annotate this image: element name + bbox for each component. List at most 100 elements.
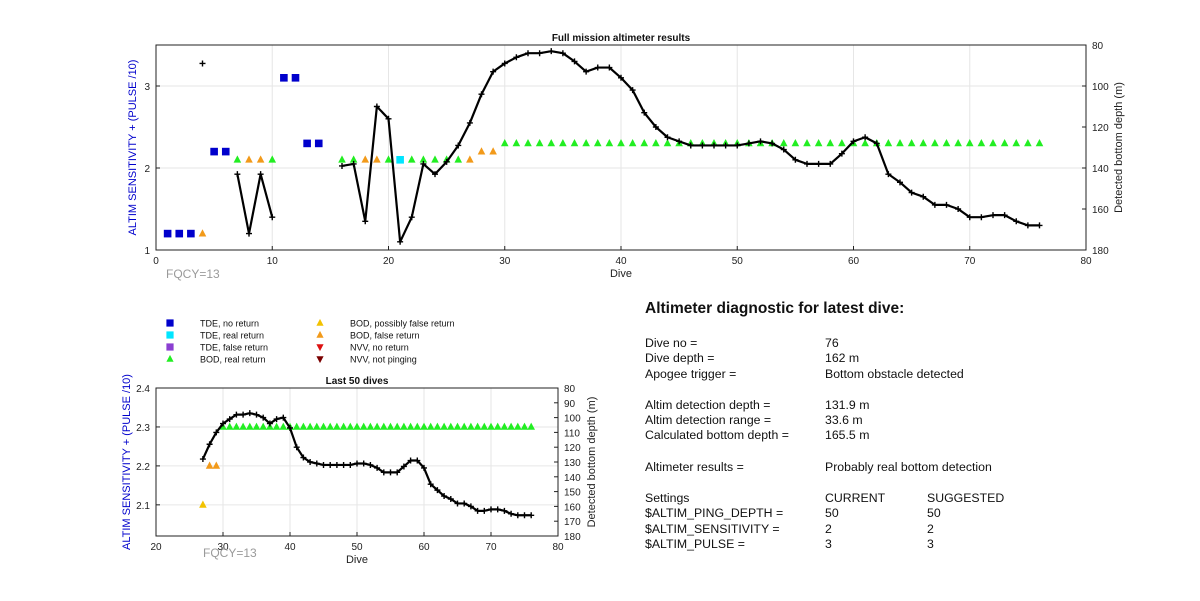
y-right-tick-label: 100 [1092,82,1109,93]
marker-point [663,139,672,147]
y-right-tick-label: 180 [564,532,581,543]
depth-point [664,134,671,141]
marker-point [373,155,381,163]
chart-last-50-dives: 20 30 40 50 60 70 80 2.1 2.2 2.3 2.4 80 90 100 110 120 1… [121,374,598,566]
y-right-tick-label: 170 [564,517,581,528]
depth-point [300,454,307,461]
marker-point [628,139,637,147]
marker-point [514,422,522,430]
marker-point [426,422,435,430]
depth-point [1024,222,1031,229]
depth-point [780,146,787,153]
depth-point [266,420,273,427]
marker-point [931,139,939,147]
depth-point [955,206,962,212]
row-detection-range: Altim detection range = 33.6 m [645,413,1065,428]
marker-point [535,139,544,147]
spacer [645,382,1065,398]
sensitivity-current: 2 [825,521,832,536]
depth-point [931,201,938,208]
depth-point [481,507,488,514]
y-right-tick-label: 140 [564,473,581,484]
depth-point [350,160,357,167]
marker-point [199,500,207,508]
marker-point [884,139,893,147]
depth-point [454,500,461,507]
x-tick-label: 40 [615,256,627,267]
series-bod-real-return [219,422,535,430]
legend-marker-square-icon [166,319,174,327]
depth-point [494,506,501,513]
marker-point [386,422,395,430]
marker-point [477,147,486,155]
legend-marker-square-icon [166,343,174,351]
fqcy-annotation: FQCY=13 [203,546,257,560]
depth-point [827,160,834,167]
depth-point [206,441,213,448]
y-left-axis-label: ALTIM SENSITIVITY + (PULSE /10) [127,60,139,236]
marker-point [454,155,463,163]
marker-point [473,422,482,430]
depth-point [269,214,276,221]
depth-point [514,512,521,519]
depth-point [374,464,381,471]
marker-point [838,139,846,147]
x-tick-label: 60 [848,256,860,267]
spacer [645,475,1065,491]
marker-point [279,422,288,430]
x-tick-label: 40 [284,542,296,553]
depth-point [722,142,729,149]
marker-point [239,422,247,430]
marker-point [861,139,869,147]
x-tick-label: 20 [150,542,162,553]
y-right-tick-label: 140 [1092,164,1109,175]
marker-point [803,139,811,147]
legend-label: TDE, no return [200,319,259,329]
y-left-axis-label: ALTIM SENSITIVITY + (PULSE /10) [121,374,133,550]
depth-point [804,160,810,167]
marker-point [570,139,579,147]
pulse-label: $ALTIM_PULSE = [645,536,745,551]
legend-marker-triangle-up-icon [316,318,324,326]
depth-point [920,193,927,200]
settings-label: Settings [645,491,690,506]
depth-point [1001,212,1008,219]
series-bod-possibly-false-return [199,500,207,508]
depth-point [199,456,206,463]
x-tick-label: 80 [552,542,564,553]
marker-point [1035,139,1044,147]
depth-point [455,142,462,149]
series-bottom-depth [199,410,535,519]
depth-point [287,424,293,431]
marker-point [306,422,314,430]
marker-point [965,139,974,147]
marker-point [593,139,602,147]
depth-point [1036,222,1043,229]
marker-point [384,155,393,163]
marker-point [268,155,277,163]
pulse-suggested: 3 [927,536,934,551]
depth-point [213,429,220,436]
depth-point [253,411,260,418]
depth-point [501,507,508,514]
y-right-tick-label: 150 [564,488,581,499]
chart-full-mission: 0 10 20 30 40 50 60 70 80 1 2 3 80 100 120 140 160 180 Ful… [127,33,1125,281]
marker-point [440,422,448,430]
depth-point [490,68,497,75]
series-bod-false-return [205,461,221,469]
marker-point [280,74,288,82]
chart-title: Full mission altimeter results [552,33,691,44]
depth-point [885,171,892,178]
depth-point [313,460,320,467]
depth-point [525,50,531,57]
depth-point [676,138,683,145]
marker-point [313,422,321,430]
ping-depth-suggested: 50 [927,506,941,521]
series-tde-real-return [396,156,404,164]
marker-point [225,422,234,430]
depth-point [443,158,450,165]
x-tick-label: 70 [485,542,497,553]
dive-depth-label: Dive depth = [645,351,715,366]
depth-point [360,460,367,467]
marker-point [233,155,242,163]
